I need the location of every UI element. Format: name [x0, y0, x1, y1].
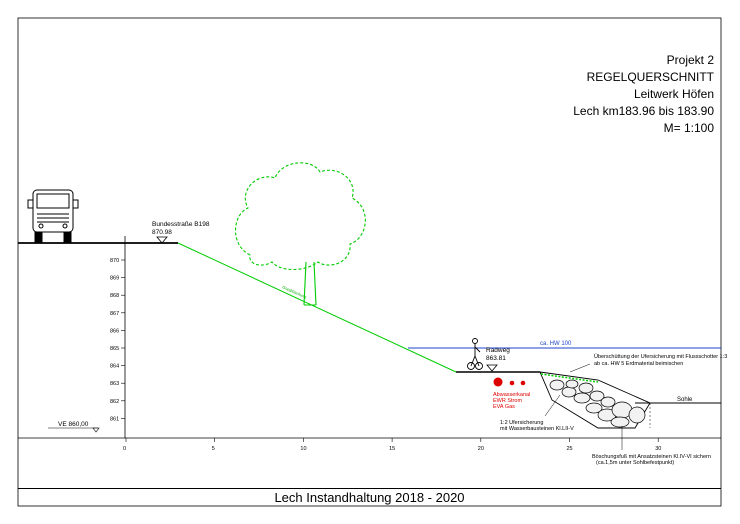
bike-path-label: Radweg	[486, 347, 510, 354]
slope-note-1: 1:2 Ufersicherung	[500, 420, 543, 426]
toe-note-1: Böschungsfuß mit Ansatzsteinen Kl.IV-VI …	[592, 454, 711, 460]
structure-name-label: Leitwerk Höfen	[633, 87, 714, 101]
riprap-slope	[539, 371, 651, 429]
leader-slope	[544, 394, 561, 417]
cyclist-icon	[467, 338, 483, 370]
distance-tick-label: 0	[123, 446, 126, 452]
reference-label: VE 860,00	[58, 421, 89, 428]
elevation-tick-label: 864	[110, 364, 119, 370]
utility-label-power: EWR Strom	[493, 398, 522, 404]
road-elevation-label: 870.98	[152, 229, 172, 236]
gas-pipe-icon	[520, 380, 526, 386]
elevation-tick-label: 870	[110, 258, 119, 264]
elevation-tick-label: 867	[110, 311, 119, 317]
bike-elevation-marker	[486, 364, 498, 372]
elevation-tick-label: 866	[110, 328, 119, 334]
river-km-label: Lech km183.96 bis 183.90	[573, 104, 714, 118]
utility-label-sewer: Abwasserkanal	[493, 392, 530, 398]
road-name-label: Bundesstraße B198	[152, 221, 210, 228]
elevation-tick-label: 862	[110, 399, 119, 405]
power-cable-icon	[509, 380, 515, 386]
scale-label: M= 1:100	[663, 121, 714, 135]
elevation-tick-label: 865	[110, 346, 119, 352]
distance-tick-label: 5	[212, 446, 215, 452]
distance-tick-label: 30	[655, 446, 661, 452]
project-label: Projekt 2	[666, 53, 714, 67]
sheet-frame	[17, 17, 722, 507]
utility-label-gas: EVA Gas	[493, 404, 515, 410]
title-block: Projekt 2 REGELQUERSCHNITT Leitwerk Höfe…	[573, 52, 714, 137]
reference-marker	[92, 427, 100, 433]
flood-water-label: ca. HW 100	[540, 341, 572, 347]
distance-tick-label: 25	[567, 446, 573, 452]
road-elevation-marker	[156, 236, 168, 244]
elevation-ticks: 870 869 868 867 866 865 864 863 862 861	[110, 258, 125, 422]
tree-icon	[235, 162, 366, 271]
distance-tick-label: 15	[389, 446, 395, 452]
slope-note-2: mit Wasserbausteinen Kl.LII-V	[500, 426, 574, 432]
distance-ticks: 0 5 10 15 20 25 30	[123, 438, 661, 452]
toe-note-2: (ca.1,5m unter Sohlbefestpunkt)	[596, 460, 674, 466]
overfill-note-1: Überschüttung der Ufersicherung mit Flus…	[594, 353, 727, 360]
drawing-type-label: REGELQUERSCHNITT	[586, 70, 714, 84]
overfill-note-2: ab ca. HW 5 Erdmaterial beimischen	[594, 361, 683, 367]
riverbed-label: Sohle	[677, 397, 693, 403]
footer: Lech Instandhaltung 2018 - 2020	[18, 488, 721, 507]
embankment-slope	[177, 242, 457, 373]
tree-trunk	[303, 261, 317, 306]
distance-tick-label: 10	[300, 446, 306, 452]
sewer-pipe-icon	[493, 377, 503, 387]
elevation-tick-label: 861	[110, 416, 119, 422]
elevation-tick-label: 863	[110, 381, 119, 387]
elevation-tick-label: 868	[110, 293, 119, 299]
leader-overfill	[569, 363, 591, 373]
bike-elevation-label: 863.81	[486, 355, 506, 362]
footer-title: Lech Instandhaltung 2018 - 2020	[274, 490, 465, 505]
truck-icon	[27, 189, 79, 243]
distance-tick-label: 20	[478, 446, 484, 452]
elevation-tick-label: 869	[110, 276, 119, 282]
